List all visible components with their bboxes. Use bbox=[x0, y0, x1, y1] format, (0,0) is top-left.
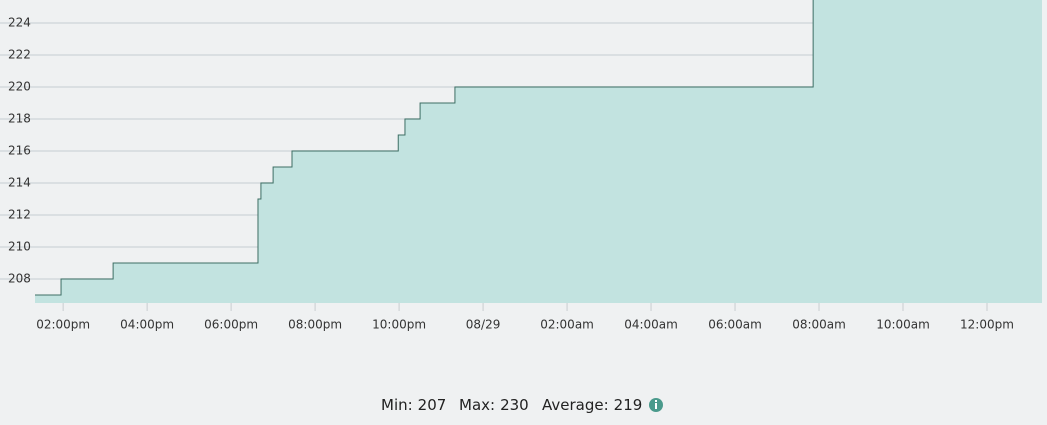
stats: Min: 207 Max: 230 Average: 219 bbox=[381, 396, 642, 414]
axes: 208 210 212 214 216 218 220 222 224 02:00pm 04:00p… bbox=[8, 16, 1014, 332]
stat: Average: 219 bbox=[542, 396, 642, 414]
x-tick-label: 06:00pm bbox=[204, 318, 258, 332]
area bbox=[35, 0, 1042, 303]
y-tick-label: 210 bbox=[8, 240, 31, 254]
x-tick-label: 02:00pm bbox=[36, 318, 90, 332]
x-tick-label: 06:00am bbox=[708, 318, 762, 332]
y-tick-label: 218 bbox=[8, 112, 31, 126]
series bbox=[35, 0, 1042, 303]
stat-label: Min: bbox=[381, 396, 413, 414]
info-icon[interactable] bbox=[649, 398, 663, 412]
y-tick-label: 222 bbox=[8, 48, 31, 62]
x-tick-label: 08/29 bbox=[466, 318, 501, 332]
y-tick-label: 216 bbox=[8, 144, 31, 158]
y-tick-label: 224 bbox=[8, 16, 31, 30]
x-tick-label: 08:00am bbox=[792, 318, 846, 332]
y-tick-label: 212 bbox=[8, 208, 31, 222]
y-tick-label: 220 bbox=[8, 80, 31, 94]
x-tick-label: 12:00pm bbox=[960, 318, 1014, 332]
y-tick-label: 214 bbox=[8, 176, 31, 190]
stat-value: 230 bbox=[500, 396, 529, 414]
x-tick-label: 10:00pm bbox=[372, 318, 426, 332]
stat-label: Max: bbox=[459, 396, 495, 414]
stat-value: 219 bbox=[614, 396, 643, 414]
x-tick-label: 04:00am bbox=[624, 318, 678, 332]
stat: Min: 207 bbox=[381, 396, 446, 414]
line bbox=[35, 0, 814, 296]
x-tick-label: 02:00am bbox=[540, 318, 594, 332]
y-tick-label: 208 bbox=[8, 272, 31, 286]
x-tick-label: 08:00pm bbox=[288, 318, 342, 332]
x-tick-label: 04:00pm bbox=[120, 318, 174, 332]
stat-value: 207 bbox=[418, 396, 447, 414]
stat-label: Average: bbox=[542, 396, 609, 414]
stat: Max: 230 bbox=[459, 396, 529, 414]
x-tick-label: 10:00am bbox=[876, 318, 930, 332]
